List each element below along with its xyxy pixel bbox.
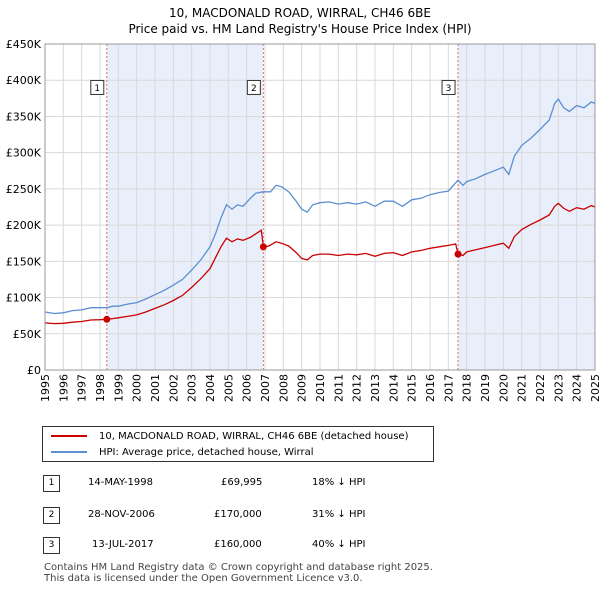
hpi-line (44, 97, 596, 315)
y-tick-label: £400K (6, 74, 42, 87)
plot-frame (44, 43, 596, 371)
x-tick-label: 2024 (571, 374, 584, 402)
property-price-line (44, 202, 596, 325)
y-tick-label: £350K (6, 110, 42, 123)
x-tick-label: 2007 (259, 374, 272, 402)
x-tick-label: 2010 (314, 374, 327, 402)
x-tick-label: 2019 (479, 374, 492, 402)
shaded-period (106, 44, 264, 370)
x-tick-label: 2000 (131, 374, 144, 402)
x-tick-label: 2003 (186, 374, 199, 402)
x-tick-label: 2017 (442, 374, 455, 402)
x-tick-label: 2021 (516, 374, 529, 402)
chart-legend: 10, MACDONALD ROAD, WIRRAL, CH46 6BE (de… (42, 426, 434, 462)
sale-price: £170,000 (214, 509, 262, 520)
x-tick-label: 1996 (57, 374, 70, 402)
x-tick-label: 2025 (589, 374, 600, 402)
x-tick-label: 2008 (277, 374, 290, 402)
x-tick-label: 2001 (149, 374, 162, 402)
y-tick-label: £50K (13, 328, 42, 341)
x-tick-label: 1995 (39, 374, 52, 402)
x-tick-label: 2023 (552, 374, 565, 402)
y-tick-label: £250K (6, 183, 42, 196)
x-tick-label: 1997 (76, 374, 89, 402)
y-tick-label: £100K (6, 292, 42, 305)
sale-label-box (90, 79, 105, 95)
sale-hpi-diff: 18% ↓ HPI (312, 477, 366, 488)
x-tick-label: 2020 (497, 374, 510, 402)
x-tick-label: 2002 (167, 374, 180, 402)
sale-date: 14-MAY-1998 (88, 477, 154, 488)
legend-hpi-swatch (51, 451, 87, 453)
x-tick-label: 2009 (296, 374, 309, 402)
sale-label: 1 (94, 84, 100, 94)
x-tick-label: 2022 (534, 374, 547, 402)
price-chart: 1 2 3 £0 £50K £100K £150K £200K £250K £300K £350K £… (6, 38, 600, 402)
x-tick-label: 2004 (204, 374, 217, 402)
sale-hpi-diff: 31% ↓ HPI (312, 509, 366, 520)
x-tick-label: 2011 (332, 374, 345, 402)
sale-point (454, 250, 462, 258)
x-tick-label: 1998 (94, 374, 107, 402)
x-tick-label: 2012 (351, 374, 364, 402)
sale-date: 13-JUL-2017 (92, 539, 154, 550)
legend-property-label: 10, MACDONALD ROAD, WIRRAL, CH46 6BE (de… (99, 430, 409, 442)
y-tick-label: £450K (6, 38, 42, 51)
sale-point (259, 243, 267, 251)
sale-number-badge: 3 (43, 537, 60, 554)
sale-number-badge: 2 (43, 507, 60, 524)
y-tick-label: £0 (27, 364, 41, 377)
x-tick-label: 2018 (461, 374, 474, 402)
x-tick-label: 1999 (112, 374, 125, 402)
footer-licence: This data is licensed under the Open Gov… (44, 573, 363, 584)
legend-property-swatch (51, 435, 87, 437)
sale-point (103, 315, 111, 323)
legend-property: 10, MACDONALD ROAD, WIRRAL, CH46 6BE (de… (51, 428, 409, 444)
shaded-period (458, 44, 595, 370)
x-tick-label: 2005 (222, 374, 235, 402)
chart-title: 10, MACDONALD ROAD, WIRRAL, CH46 6BE (169, 6, 431, 20)
x-tick-label: 2013 (369, 374, 382, 402)
y-tick-label: £200K (6, 219, 42, 232)
x-tick-label: 2016 (424, 374, 437, 402)
legend-hpi: HPI: Average price, detached house, Wirr… (51, 444, 314, 460)
sale-hpi-diff: 40% ↓ HPI (312, 539, 366, 550)
chart-subtitle: Price paid vs. HM Land Registry's House … (128, 22, 472, 36)
sale-date: 28-NOV-2006 (88, 509, 155, 520)
footer-copyright: Contains HM Land Registry data © Crown c… (44, 562, 433, 573)
sale-label-box (246, 79, 261, 95)
x-tick-label: 2015 (406, 374, 419, 402)
sale-label-box (441, 79, 456, 95)
sale-price: £69,995 (221, 477, 263, 488)
y-tick-label: £150K (6, 255, 42, 268)
sale-number-badge: 1 (43, 475, 60, 492)
sale-label: 2 (251, 84, 257, 94)
x-tick-label: 2006 (241, 374, 254, 402)
x-tick-label: 2014 (387, 374, 400, 402)
sale-price: £160,000 (214, 539, 262, 550)
y-tick-label: £300K (6, 147, 42, 160)
sale-label: 3 (446, 84, 452, 94)
legend-hpi-label: HPI: Average price, detached house, Wirr… (99, 446, 314, 458)
